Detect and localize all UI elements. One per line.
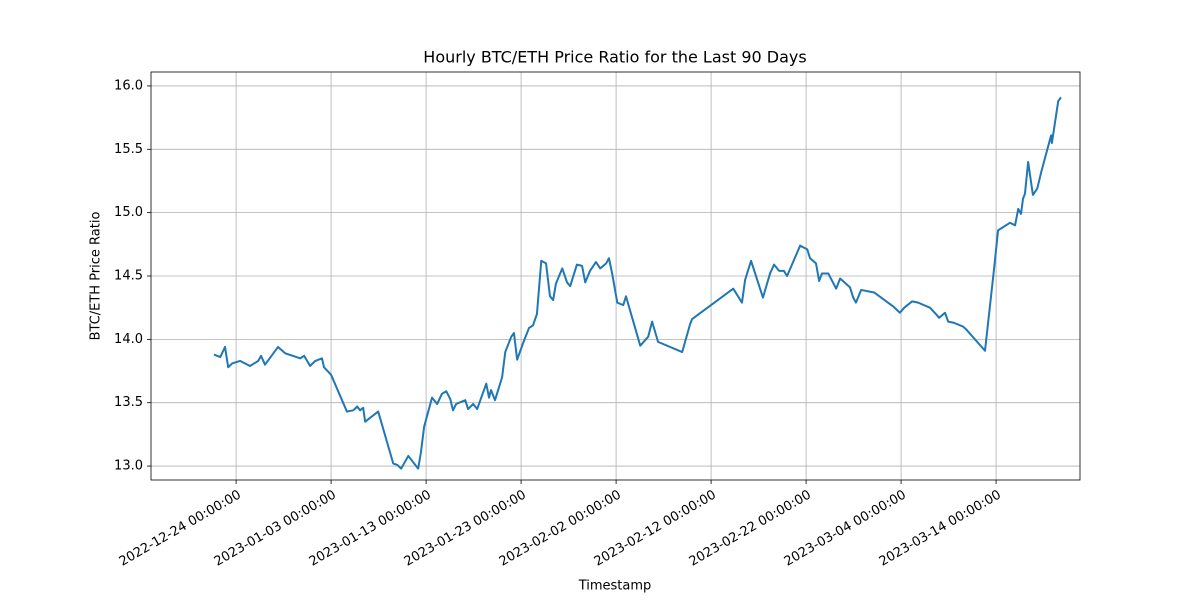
chart-title: Hourly BTC/ETH Price Ratio for the Last … xyxy=(423,48,806,67)
y-tick-label: 13.0 xyxy=(114,459,143,474)
line xyxy=(213,96,1062,470)
y-tick-label: 13.5 xyxy=(114,395,143,410)
y-tick-label: 14.5 xyxy=(114,269,143,284)
plot-frame xyxy=(150,71,1081,481)
x-axis-label: Timestamp xyxy=(578,579,652,594)
y-tick-label: 15.5 xyxy=(114,142,143,157)
y-tick-label: 14.0 xyxy=(114,332,143,347)
y-axis-label: BTC/ETH Price Ratio xyxy=(89,212,104,341)
y-tick-label: 15.0 xyxy=(114,205,143,220)
y-tick-label: 16.0 xyxy=(114,78,143,93)
